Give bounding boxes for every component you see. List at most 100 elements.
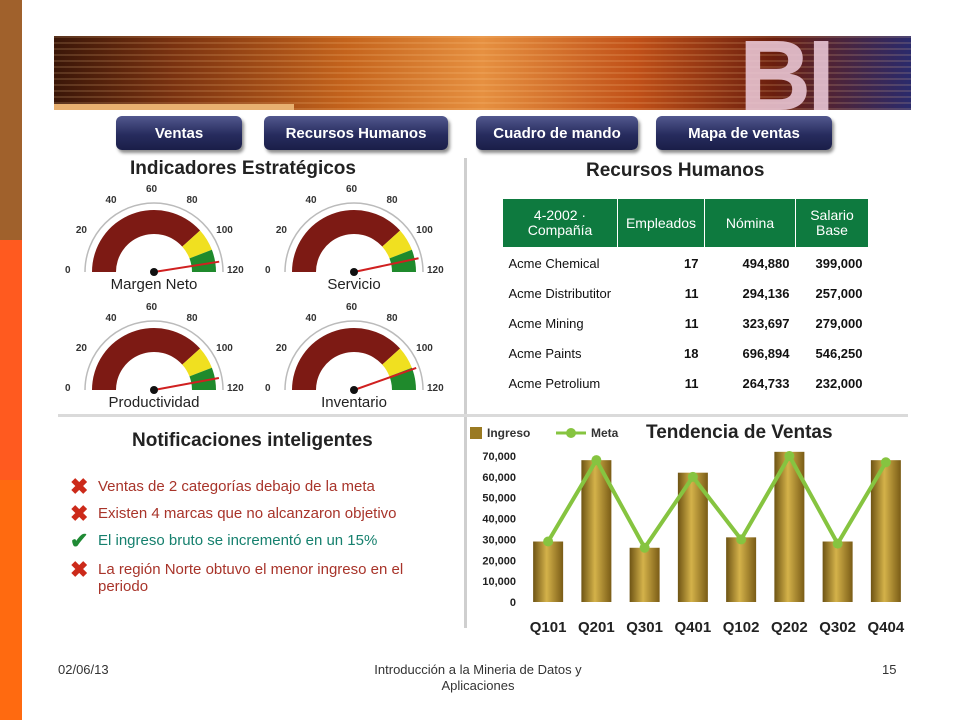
gauge-yellow-band	[382, 348, 412, 377]
employees-cell: 17	[684, 255, 699, 271]
y-tick-label: 70,000	[482, 451, 516, 463]
header-banner: BI	[54, 36, 911, 110]
gauge-tick-label: 100	[216, 224, 233, 236]
bar-ingreso	[629, 547, 660, 602]
y-tick-label: 0	[510, 597, 516, 609]
gauge-yellow-band	[182, 230, 212, 259]
gauge-green-band	[389, 367, 416, 390]
gauge-tick-label: 60	[146, 302, 158, 313]
side-strip-middle	[0, 240, 22, 480]
payroll-cell: 264,733	[742, 375, 790, 391]
notification-text: La región Norte obtuvo el menor ingreso …	[98, 561, 404, 595]
nav-button-recursos-humanos[interactable]: Recursos Humanos	[264, 116, 448, 150]
table-row: Acme Petrolium 11 264,733 232,000	[503, 368, 869, 398]
payroll-cell: 696,894	[742, 345, 790, 361]
base-salary-cell: 399,000	[815, 255, 863, 271]
payroll-cell: 323,697	[742, 315, 790, 331]
x-tick-label: Q404	[868, 619, 905, 636]
gauge-tick-label: 100	[416, 224, 433, 236]
bar-ingreso	[533, 541, 564, 602]
y-tick-label: 40,000	[482, 514, 516, 526]
company-cell: Acme Paints	[508, 345, 582, 361]
gauge-tick-label: 80	[386, 194, 398, 206]
point-meta	[639, 542, 650, 553]
gauge-needle	[153, 376, 220, 391]
employees-cell: 11	[684, 375, 699, 391]
notification-text: Existen 4 marcas que no alcanzaron objet…	[98, 505, 397, 522]
gauge-green-band	[189, 249, 216, 272]
x-tick-label: Q202	[771, 619, 808, 636]
table-row: Acme Mining 11 323,697 279,000	[503, 308, 869, 338]
gauge: 0 20 40 60 80 100 120 Inventario	[262, 298, 452, 412]
gauge-red-band	[292, 209, 401, 272]
base-salary-cell: 546,250	[815, 345, 863, 361]
hr-header-payroll: Nómina	[704, 198, 796, 248]
bar-ingreso	[822, 541, 853, 602]
gauge-tick-label: 0	[265, 265, 271, 276]
gauge-tick-label: 0	[65, 265, 71, 276]
bar-ingreso	[581, 460, 612, 602]
y-tick-label: 30,000	[482, 534, 516, 546]
notification-item: ✖ La región Norte obtuvo el menor ingres…	[70, 559, 440, 596]
gauge-red-band	[92, 209, 201, 272]
gauge-green-band	[189, 367, 216, 390]
gauge-needle	[353, 367, 417, 391]
point-meta	[591, 455, 602, 466]
gauge-label: Inventario	[321, 394, 387, 411]
gauge-tick-label: 120	[427, 265, 444, 276]
company-cell: Acme Chemical	[508, 255, 600, 271]
gauge-tick-label: 80	[186, 312, 198, 324]
table-row: Acme Paints 18 696,894 546,250	[503, 338, 869, 368]
gauge-tick-label: 40	[305, 194, 317, 206]
company-cell: Acme Distributitor	[508, 285, 612, 301]
notifications-title: Notificaciones inteligentes	[132, 430, 373, 451]
notification-text: El ingreso bruto se incrementó en un 15%	[98, 532, 378, 549]
x-tick-label: Q301	[626, 619, 663, 636]
gauge-tick-label: 60	[346, 302, 358, 313]
point-meta	[736, 534, 747, 545]
nav-button-ventas[interactable]: Ventas	[116, 116, 242, 150]
bi-logo: BI	[739, 36, 835, 110]
hr-header-company: 4-2002 · Compañía	[502, 198, 618, 248]
nav-button-cuadro-de-mando[interactable]: Cuadro de mando	[476, 116, 638, 150]
chart-title: Tendencia de Ventas	[646, 422, 833, 443]
gauge-dial	[84, 202, 224, 276]
gauge-tick-label: 120	[227, 265, 244, 276]
x-tick-label: Q302	[819, 619, 856, 636]
x-tick-label: Q101	[530, 619, 567, 636]
gauge-hub	[350, 386, 358, 394]
gauge-frame	[284, 202, 424, 273]
gauge-tick-label: 0	[65, 383, 71, 394]
line-meta	[546, 451, 888, 552]
gauge-tick-label: 60	[346, 184, 358, 195]
notification-item: ✖ Existen 4 marcas que no alcanzaron obj…	[70, 501, 440, 526]
company-cell: Acme Petrolium	[508, 375, 601, 391]
gauge-tick-label: 60	[146, 184, 158, 195]
gauge-tick-label: 120	[227, 383, 244, 394]
hr-header-row: 4-2002 · Compañía Empleados Nómina Salar…	[502, 198, 869, 248]
hr-title: Recursos Humanos	[586, 160, 765, 181]
legend-label-ingreso: Ingreso	[487, 426, 531, 440]
bar-ingreso	[870, 460, 901, 602]
gauge-tick-label: 100	[216, 342, 233, 354]
gauge-tick-label: 20	[275, 224, 287, 236]
employees-cell: 11	[684, 285, 699, 301]
legend-ingreso: Ingreso	[470, 426, 530, 440]
y-tick-label: 20,000	[482, 555, 516, 567]
gauge-tick-label: 80	[386, 312, 398, 324]
table-row: Acme Chemical 17 494,880 399,000	[503, 248, 869, 279]
employees-cell: 11	[684, 315, 699, 331]
cross-icon: ✖	[70, 474, 89, 499]
gauge-tick-label: 20	[75, 224, 87, 236]
table-row: Acme Distributitor 11 294,136 257,000	[503, 278, 869, 308]
gauge-dial	[284, 320, 424, 394]
gauge-tick-label: 0	[265, 383, 271, 394]
nav-button-mapa-de-ventas[interactable]: Mapa de ventas	[656, 116, 832, 150]
gauge-label: Margen Neto	[110, 276, 198, 293]
employees-cell: 18	[684, 345, 699, 361]
cross-icon: ✖	[70, 501, 89, 526]
legend-swatch-bar	[470, 427, 482, 439]
side-strip-top	[0, 0, 22, 240]
x-tick-label: Q102	[723, 619, 760, 636]
hr-header-employees: Empleados	[617, 198, 705, 248]
